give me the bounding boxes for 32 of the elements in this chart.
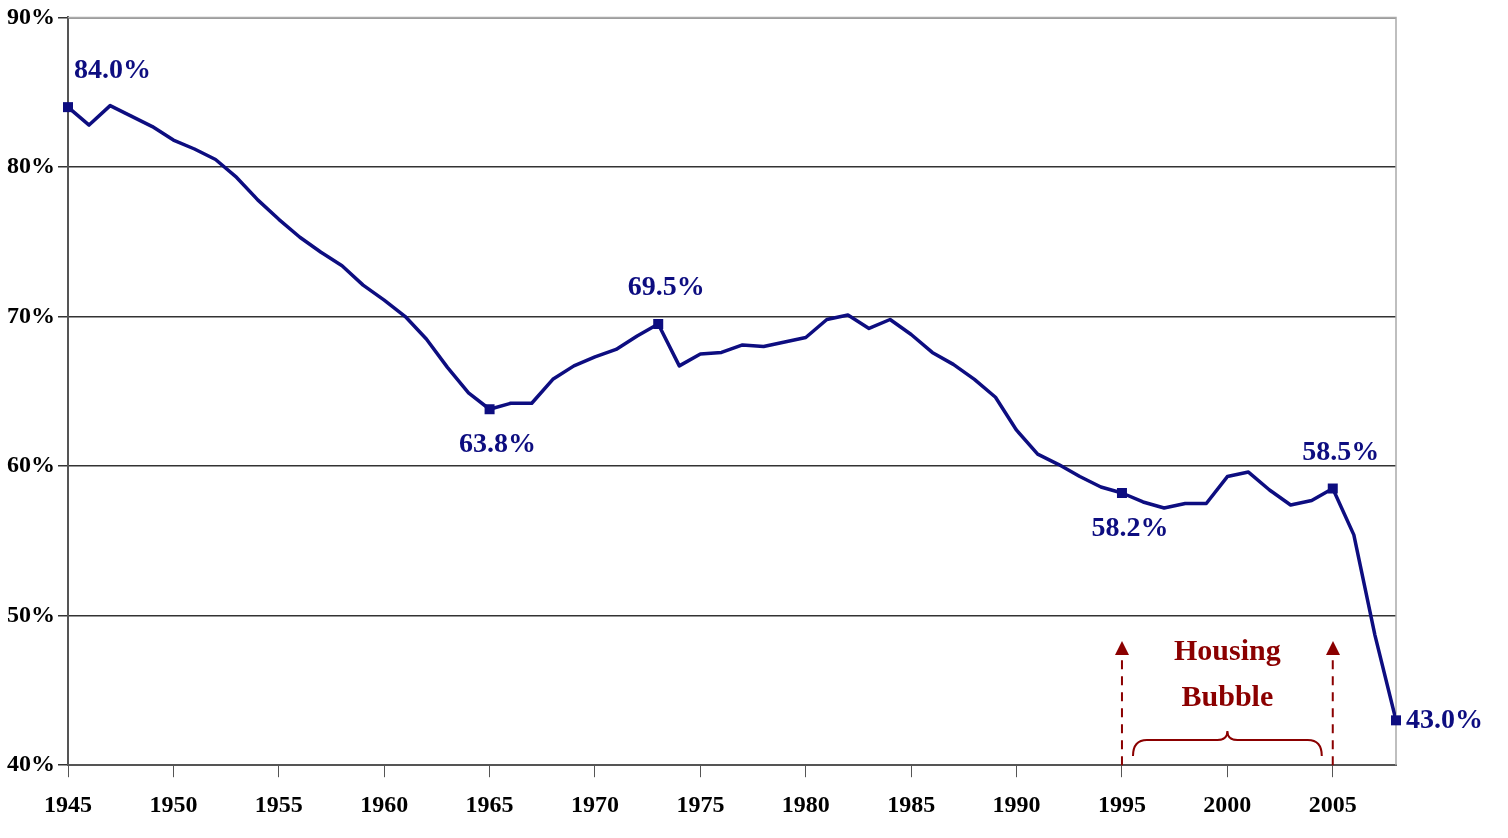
point [653, 319, 664, 329]
data-label: 63.8% [459, 427, 537, 459]
x-tick-label: 1945 [44, 790, 92, 817]
data-label: 43.0% [1406, 702, 1483, 734]
x-tick-label: 1975 [676, 790, 725, 817]
y-tick-label: 60% [7, 451, 55, 478]
x-tick-label: 1990 [992, 790, 1041, 817]
y-tick-label: 40% [7, 750, 55, 777]
y-tick-label: 90% [7, 2, 55, 29]
x-tick-label: 1960 [360, 790, 409, 817]
point [1116, 488, 1127, 498]
x-tick-label: 1970 [570, 790, 619, 817]
point [1327, 483, 1338, 494]
y-tick-label: 50% [7, 600, 55, 627]
data-label: 69.5% [627, 270, 705, 302]
x-tick-label: 1985 [887, 790, 936, 817]
data-label: 58.2% [1091, 511, 1169, 543]
x-tick-label: 1965 [465, 790, 514, 817]
x-tick-label: 1995 [1097, 790, 1146, 817]
x-tick-label: 2005 [1308, 790, 1357, 817]
point [484, 404, 495, 415]
data-label: 84.0% [74, 53, 151, 85]
x-tick-label: 1980 [781, 790, 830, 817]
x-tick-label: 1950 [149, 790, 198, 817]
y-tick-label: 80% [7, 152, 55, 179]
y-tick-label: 70% [7, 301, 55, 328]
point [63, 102, 73, 113]
data-label: 58.5% [1302, 434, 1380, 466]
point [1391, 715, 1401, 726]
annotation: Housing Bubble [1174, 632, 1281, 712]
x-tick-label: 2000 [1203, 790, 1252, 817]
x-tick-label: 1955 [254, 790, 303, 817]
